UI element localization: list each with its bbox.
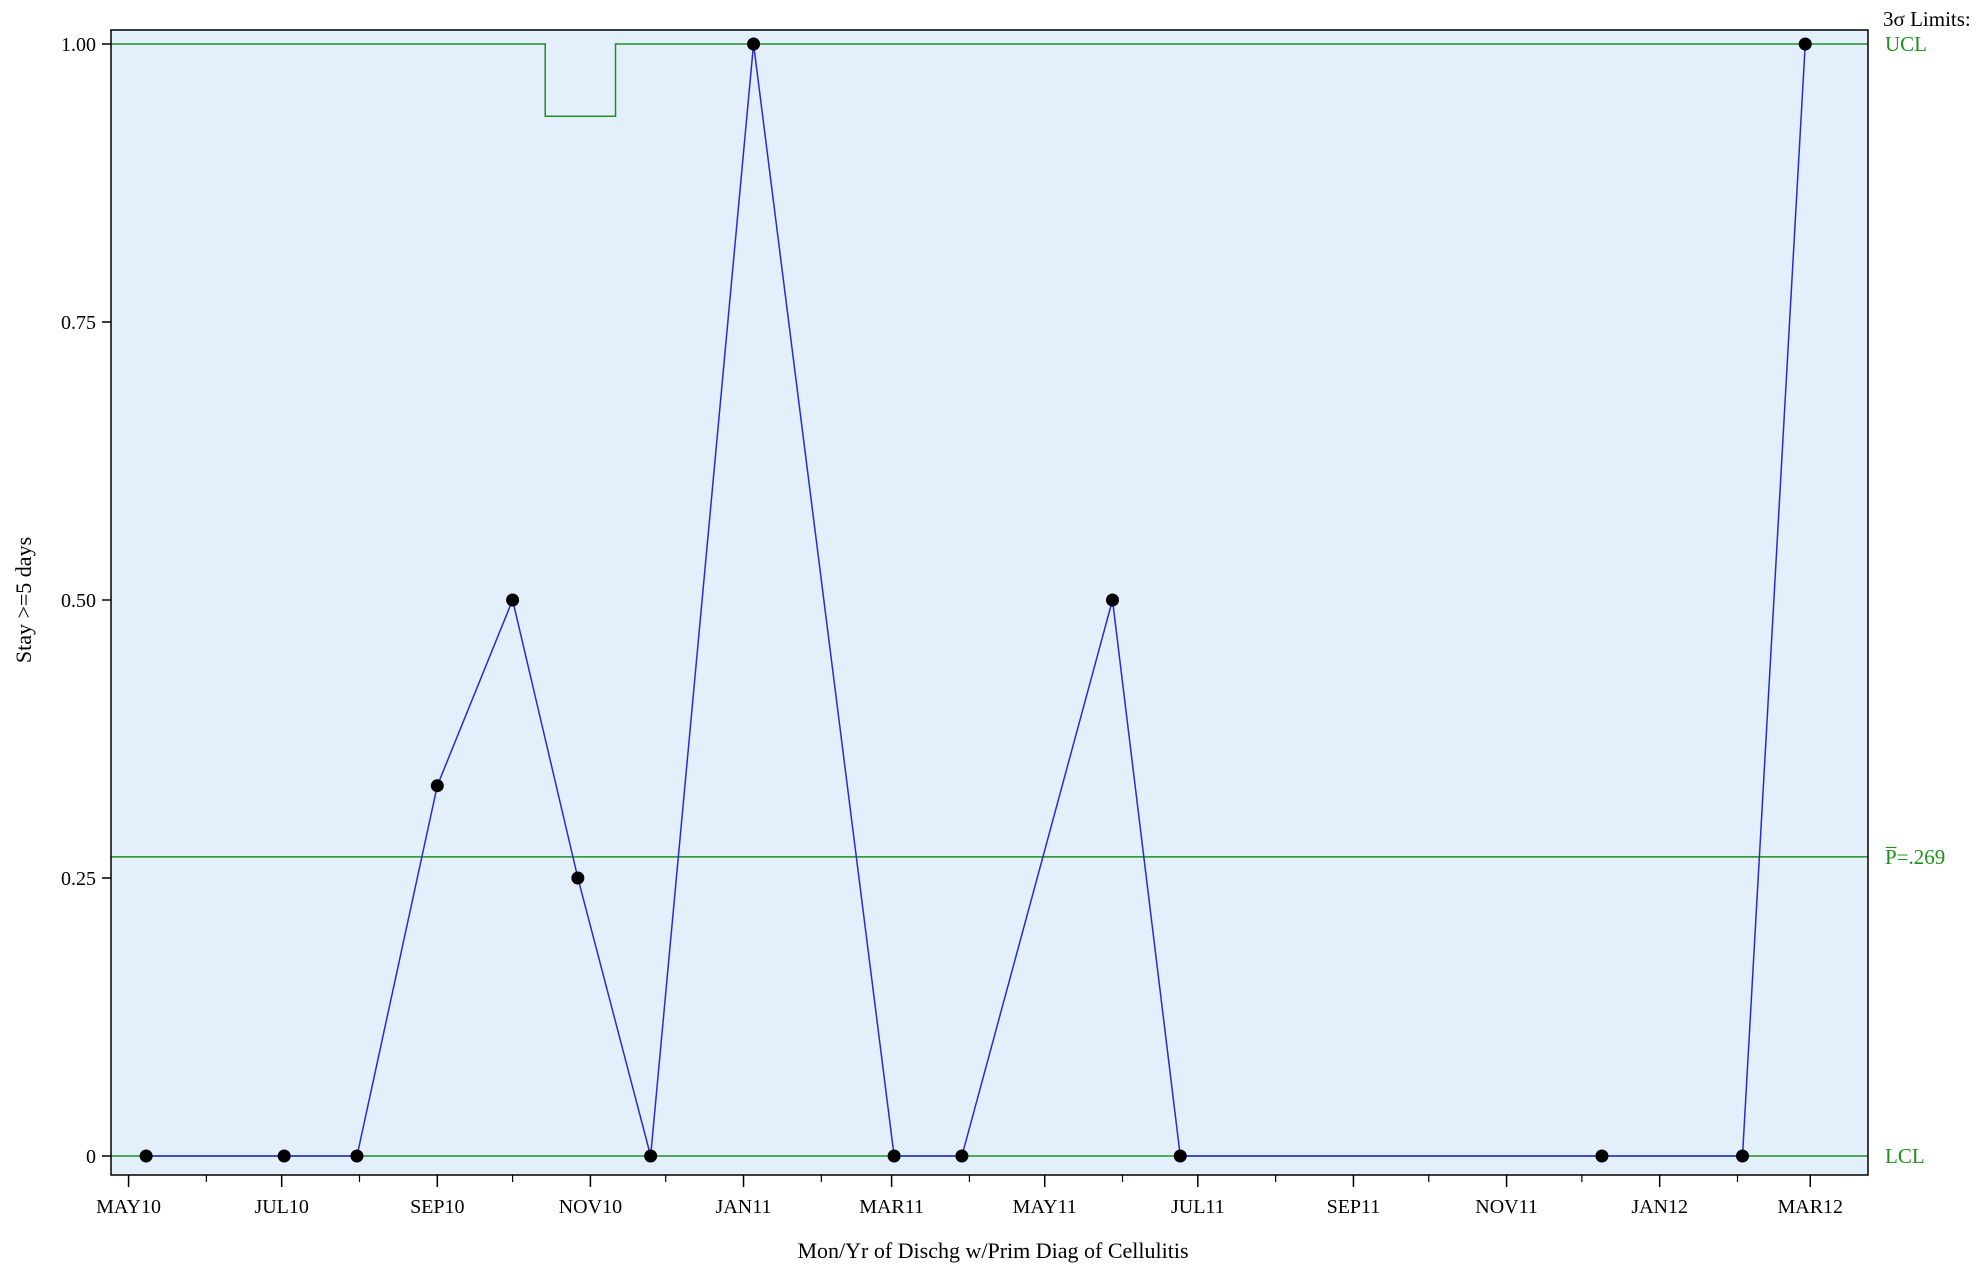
- data-point: [571, 871, 585, 885]
- data-point: [430, 779, 444, 793]
- y-axis-title: Stay >=5 days: [11, 537, 36, 663]
- data-point: [1595, 1149, 1609, 1163]
- data-point: [1798, 37, 1812, 51]
- x-tick-label: NOV11: [1475, 1196, 1538, 1218]
- lcl-label: LCL: [1885, 1144, 1925, 1168]
- y-axis: 0 0.25 0.50 0.75 1.00: [61, 34, 111, 1168]
- plot-frame: [110, 29, 1869, 1176]
- data-point: [747, 37, 761, 51]
- x-axis-title: Mon/Yr of Dischg w/Prim Diag of Cellulit…: [797, 1238, 1188, 1263]
- limits-header: 3σ Limits:: [1883, 7, 1971, 31]
- data-point: [644, 1149, 658, 1163]
- x-tick-label: MAY11: [1013, 1196, 1077, 1218]
- data-point: [277, 1149, 291, 1163]
- x-tick-label: MAY10: [96, 1196, 161, 1218]
- x-tick-label: MAR11: [859, 1196, 924, 1218]
- x-axis: MAY10 JUL10 SEP10 NOV10 JAN11 MAR11 MAY11 JUL11…: [96, 1175, 1843, 1218]
- data-point: [506, 593, 520, 607]
- x-tick-label: JUL10: [254, 1196, 308, 1218]
- ucl-label: UCL: [1885, 32, 1927, 56]
- center-line-label: P̅=.269: [1885, 845, 1945, 869]
- data-point: [350, 1149, 364, 1163]
- x-tick-label: JUL11: [1171, 1196, 1225, 1218]
- x-tick-label: JAN12: [1631, 1196, 1688, 1218]
- x-tick-label: MAR12: [1777, 1196, 1843, 1218]
- data-point: [1173, 1149, 1187, 1163]
- data-point: [1105, 593, 1119, 607]
- data-point: [1736, 1149, 1749, 1163]
- y-tick-label: 0: [86, 1146, 96, 1168]
- x-tick-label: SEP11: [1327, 1196, 1381, 1218]
- y-tick-label: 0.25: [61, 868, 96, 890]
- x-tick-label: SEP10: [410, 1196, 464, 1218]
- data-points-group: [139, 37, 1812, 1163]
- x-tick-label: NOV10: [559, 1196, 622, 1218]
- data-point: [955, 1149, 969, 1163]
- y-tick-label: 1.00: [61, 34, 96, 56]
- ucl-line-group: [111, 43, 1868, 118]
- ucl-line: [111, 43, 1868, 118]
- y-tick-label: 0.50: [61, 590, 96, 612]
- data-point: [139, 1149, 153, 1163]
- plot-background: [111, 30, 1868, 1175]
- data-point: [887, 1149, 901, 1163]
- y-tick-label: 0.75: [61, 312, 96, 334]
- x-tick-label: JAN11: [716, 1196, 772, 1218]
